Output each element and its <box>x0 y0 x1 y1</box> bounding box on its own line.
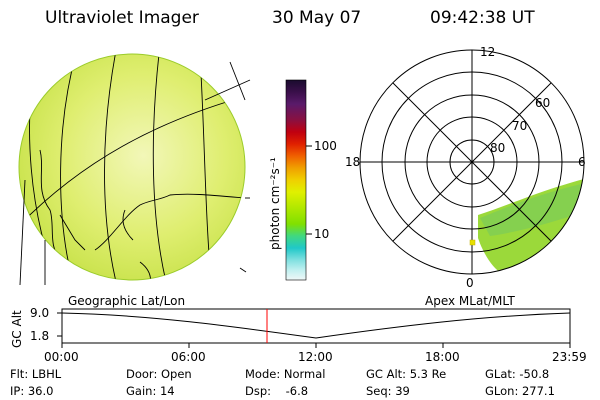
ip-info: IP: 36.0 <box>10 384 54 398</box>
instrument-title: Ultraviolet Imager <box>45 8 199 28</box>
glat-info: GLat: -50.8 <box>485 367 550 381</box>
earth-image <box>18 53 251 286</box>
colorbar <box>285 79 312 281</box>
date-label: 30 May 07 <box>272 8 362 28</box>
gain-info: Gain: 14 <box>126 384 175 398</box>
seq-info: Seq: 39 <box>366 384 410 398</box>
polar-plot <box>359 49 585 275</box>
xtick-1800: 18:00 <box>425 350 460 364</box>
mlat-label-70: 70 <box>512 119 528 133</box>
xtick-2359: 23:59 <box>552 350 587 364</box>
xtick-1200: 12:00 <box>298 350 333 364</box>
xtick-0600: 06:00 <box>171 350 206 364</box>
mlt-label-6: 6 <box>578 155 586 169</box>
mlat-label-60: 60 <box>535 96 551 110</box>
colorbar-tick-100: 100 <box>314 139 337 153</box>
gc-alt-info: GC Alt: 5.3 Re <box>366 367 447 381</box>
colorbar-unit-label: photon cm⁻²s⁻¹ <box>268 157 282 250</box>
glon-info: GLon: 277.1 <box>485 384 555 398</box>
mlt-label-0: 0 <box>466 276 474 290</box>
door-info: Door: Open <box>126 367 192 381</box>
filter-info: Flt: LBHL <box>10 367 62 381</box>
mode-info: Mode: Normal <box>245 367 326 381</box>
mlt-label-18: 18 <box>345 155 361 169</box>
xtick-0000: 00:00 <box>44 350 79 364</box>
time-label: 09:42:38 UT <box>430 8 535 28</box>
timeline-plot <box>57 308 571 348</box>
apex-label: Apex MLat/MLT <box>425 294 515 308</box>
geographic-label: Geographic Lat/Lon <box>68 294 186 308</box>
gc-alt-axis-label: GC Alt <box>10 310 24 348</box>
ytick-bottom: 1.8 <box>30 329 50 343</box>
dsp-info: Dsp: -6.8 <box>245 384 309 398</box>
mlat-label-80: 80 <box>490 141 506 155</box>
colorbar-tick-10: 10 <box>314 227 330 241</box>
mlt-label-12: 12 <box>480 45 496 59</box>
ytick-top: 9.0 <box>30 306 50 320</box>
